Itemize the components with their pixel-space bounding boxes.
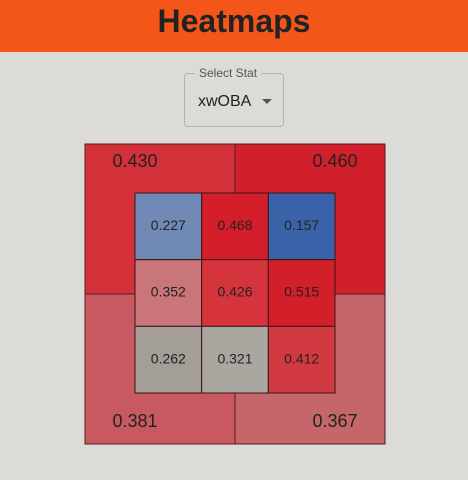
zone-cell — [201, 325, 269, 394]
outer-zone-label: 0.430 — [112, 151, 157, 171]
zone-cell-label: 0.157 — [284, 217, 319, 233]
zone-cell — [134, 325, 203, 394]
zone-cell — [267, 325, 336, 394]
zone-cell-label: 0.412 — [284, 350, 319, 366]
zone-cell-label: 0.321 — [217, 350, 252, 366]
header: Heatmaps — [0, 0, 468, 52]
stat-select[interactable]: Select Stat xwOBA — [184, 66, 284, 127]
dropdown-arrow[interactable] — [262, 99, 272, 104]
outer-zone-label: 0.367 — [312, 411, 357, 431]
zone-cell-label: 0.426 — [217, 284, 252, 300]
zone-cell — [267, 259, 336, 327]
zone-cell — [267, 192, 336, 261]
zone-cell-label: 0.468 — [217, 217, 252, 233]
select-value[interactable]: xwOBA — [198, 93, 252, 110]
zone-cell-label: 0.352 — [151, 284, 186, 300]
zone-cell — [201, 259, 269, 327]
zone-cell-label: 0.262 — [151, 350, 186, 366]
select-label: Select Stat — [195, 66, 262, 80]
outer-zone-label: 0.460 — [312, 151, 357, 171]
page-title: Heatmaps — [157, 3, 311, 39]
zone-cell-label: 0.227 — [151, 217, 186, 233]
outer-zone-label: 0.381 — [112, 411, 157, 431]
zone-cell-label: 0.515 — [284, 284, 319, 300]
zone-cell — [134, 259, 203, 327]
